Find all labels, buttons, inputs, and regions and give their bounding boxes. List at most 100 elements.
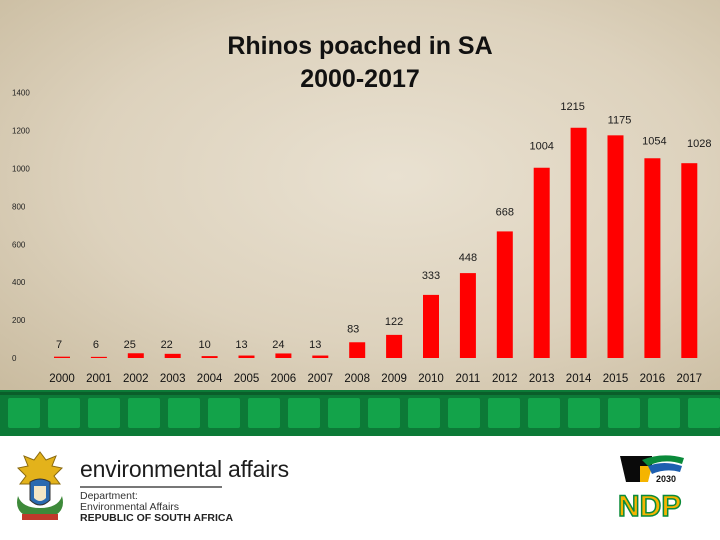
data-label: 333 [422,270,440,282]
bar [496,231,513,358]
x-tick-label: 2007 [308,373,334,385]
x-tick-label: 2000 [49,373,75,385]
bar [533,167,550,358]
bar [607,135,624,358]
bar [275,353,292,358]
footer-tile [368,398,400,428]
data-label: 13 [235,339,247,351]
bar [90,356,107,358]
data-label: 83 [347,323,359,335]
x-tick-label: 2014 [566,373,592,385]
bar [386,334,403,358]
y-axis: 0 200 400 600 800 1000 1200 1400 [12,89,30,363]
bar [644,158,661,358]
data-label: 448 [459,252,477,264]
chart-title: Rhinos poached in SA 2000-2017 [227,32,493,93]
x-tick-label: 2011 [456,373,481,385]
data-label: 1004 [529,141,553,153]
data-labels: 7 6 25 22 10 13 24 13 83 122 333 448 668 1004 1215 1175… [56,101,712,351]
data-label: 1054 [642,135,666,147]
data-label: 25 [124,339,136,351]
data-label: 122 [385,316,403,328]
data-label: 7 [56,339,62,351]
department-country: REPUBLIC OF SOUTH AFRICA [80,512,234,524]
data-label: 1028 [687,138,711,150]
x-tick-label: 2005 [234,373,260,385]
bar [423,294,439,358]
x-tick-label: 2001 [86,373,112,385]
department-label: Department: [80,490,138,502]
footer-tile [288,398,320,428]
bar [164,353,181,358]
bar-series [54,127,698,358]
y-tick-label: 800 [12,202,26,211]
department-name: Environmental Affairs [80,501,180,513]
footer-tile [128,398,160,428]
footer-tile [528,398,560,428]
y-tick-label: 1200 [12,127,30,136]
y-tick-label: 600 [12,240,26,249]
bar [201,356,218,358]
x-tick-label: 2015 [603,373,629,385]
x-tick-label: 2010 [418,373,444,385]
x-tick-label: 2004 [197,373,223,385]
footer [0,436,720,540]
footer-tile [608,398,640,428]
bar [312,355,329,358]
ndp-text: NDP [618,490,681,522]
footer-tile [88,398,120,428]
bar [459,273,476,358]
y-tick-label: 1400 [12,89,30,98]
x-tick-label: 2013 [529,373,555,385]
bar [349,342,366,358]
data-label: 6 [93,339,99,351]
department-divider [80,486,222,488]
data-label: 13 [309,339,321,351]
data-label: 1215 [560,101,584,113]
footer-tile [408,398,440,428]
footer-tile [648,398,680,428]
department-title: environmental affairs [80,456,289,482]
coat-of-arms-logo [16,451,64,520]
footer-tile [328,398,360,428]
y-tick-label: 200 [12,316,26,325]
bar [238,355,255,358]
footer-tile [568,398,600,428]
bar [681,163,698,358]
data-label: 22 [161,339,173,351]
footer-tile [688,398,720,428]
footer-tile [248,398,280,428]
x-tick-label: 2017 [677,373,703,385]
x-tick-label: 2006 [271,373,297,385]
bar [54,356,70,358]
bar [570,127,587,358]
bar-chart: 0 200 400 600 800 1000 1200 1400 7 6 25 22 10 13 24 13… [12,89,712,385]
x-tick-label: 2008 [344,373,370,385]
y-tick-label: 0 [12,354,17,363]
footer-tile [8,398,40,428]
x-tick-label: 2003 [160,373,186,385]
textured-background [0,0,720,392]
footer-band-stripe [0,392,720,395]
bar [127,353,144,358]
data-label: 24 [272,339,284,351]
ndp-2030-logo: 2030 NDP [617,455,684,522]
footer-band [0,390,720,436]
x-tick-label: 2012 [492,373,518,385]
footer-tile [488,398,520,428]
ndp-year: 2030 [656,474,676,484]
x-axis: 2000 2001 2002 2003 2004 2005 2006 2007 2008 2009… [49,373,702,385]
x-tick-label: 2016 [640,373,666,385]
x-tick-label: 2009 [381,373,407,385]
x-tick-label: 2002 [123,373,149,385]
footer-tile [48,398,80,428]
footer-tile [168,398,200,428]
data-label: 10 [198,339,210,351]
data-label: 668 [496,206,514,218]
y-tick-label: 400 [12,278,26,287]
y-tick-label: 1000 [12,165,30,174]
footer-tile [208,398,240,428]
data-label: 1175 [608,114,632,126]
footer-tile [448,398,480,428]
